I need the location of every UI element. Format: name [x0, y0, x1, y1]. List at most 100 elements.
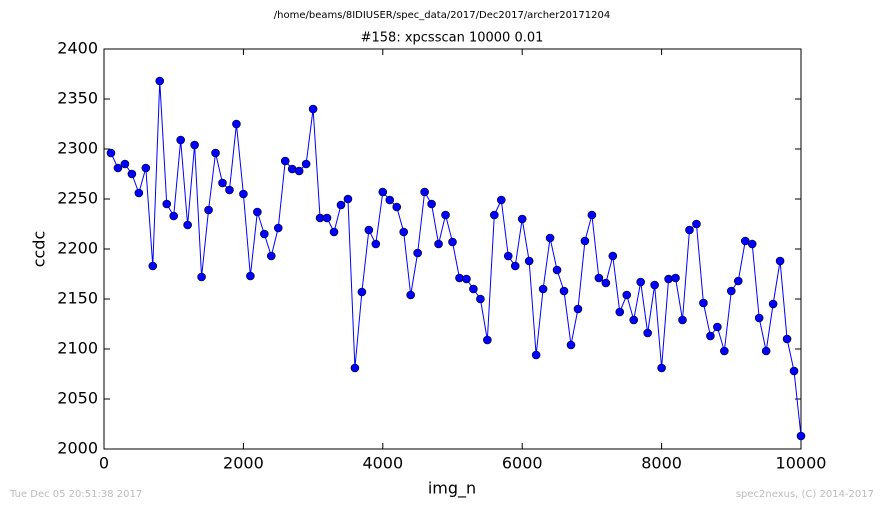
point — [448, 237, 457, 247]
x-axis-label: img_n — [428, 479, 476, 499]
point — [364, 225, 374, 235]
point — [434, 239, 443, 249]
y-tick-label: 2150 — [57, 289, 98, 308]
point — [399, 227, 409, 237]
y-tick-label: 2200 — [57, 239, 98, 258]
point — [796, 431, 806, 441]
point — [559, 286, 569, 296]
point — [141, 163, 151, 173]
point — [301, 159, 311, 169]
point — [775, 256, 785, 266]
point — [308, 104, 318, 114]
y-tick-label: 2400 — [57, 39, 98, 58]
point — [134, 188, 144, 198]
point — [726, 286, 736, 296]
point — [657, 363, 666, 373]
y-tick-label: 2300 — [57, 139, 98, 158]
point — [204, 205, 213, 215]
point — [350, 363, 360, 373]
point — [608, 251, 618, 261]
point — [232, 119, 241, 129]
footer-right: spec2nexus, (C) 2014-2017 — [736, 489, 874, 500]
point — [420, 187, 429, 197]
point — [413, 248, 422, 258]
y-tick-label: 2100 — [57, 339, 98, 358]
point — [685, 225, 694, 235]
point — [706, 331, 715, 341]
plot-frame — [103, 48, 802, 450]
point — [427, 199, 436, 209]
point — [113, 163, 123, 173]
point — [782, 334, 792, 344]
point — [273, 223, 283, 233]
point — [629, 315, 639, 325]
suptitle: /home/beams/8IDIUSER/spec_data/2017/Dec2… — [274, 10, 610, 21]
point — [127, 169, 137, 179]
point — [246, 271, 255, 281]
point — [253, 207, 262, 217]
point — [671, 273, 680, 283]
point — [643, 328, 652, 338]
point — [371, 239, 381, 249]
point — [573, 304, 583, 314]
point — [552, 265, 562, 275]
point — [329, 227, 339, 237]
point — [120, 159, 130, 169]
point — [699, 298, 708, 308]
point — [155, 76, 165, 86]
point — [587, 210, 597, 220]
y-tick-label: 2350 — [57, 89, 98, 108]
point — [385, 195, 395, 205]
point — [483, 335, 492, 345]
chart-title: #158: xpcsscan 10000 0.01 — [361, 31, 544, 46]
point — [594, 273, 604, 283]
point — [580, 236, 590, 246]
point — [260, 229, 269, 239]
point — [322, 213, 332, 223]
series-line — [110, 80, 802, 437]
point — [162, 199, 172, 209]
point — [169, 211, 178, 221]
y-tick-label: 2050 — [57, 389, 98, 408]
point — [462, 274, 471, 284]
y-tick-label: 2250 — [57, 189, 98, 208]
x-tick-label: 2000 — [223, 454, 264, 473]
point — [601, 278, 611, 288]
point — [148, 261, 158, 271]
point — [496, 195, 506, 205]
point — [190, 140, 199, 150]
point — [225, 185, 234, 195]
point — [678, 315, 687, 325]
point — [406, 290, 415, 300]
point — [357, 287, 367, 297]
y-tick-label: 2000 — [57, 439, 98, 458]
point — [768, 299, 778, 309]
point — [692, 219, 701, 229]
y-axis-label: ccdc — [30, 231, 49, 268]
point — [294, 166, 304, 176]
x-tick-label: 10000 — [776, 454, 827, 473]
point — [545, 233, 555, 243]
point — [622, 290, 632, 300]
x-tick-label: 0 — [99, 454, 109, 473]
point — [538, 284, 548, 294]
point — [713, 322, 722, 332]
point — [392, 202, 402, 212]
point — [615, 307, 625, 317]
point — [510, 261, 520, 271]
point — [218, 178, 227, 188]
point — [566, 340, 576, 350]
point — [211, 148, 220, 158]
point — [531, 350, 541, 360]
point — [650, 280, 659, 290]
point — [524, 256, 534, 266]
point — [176, 135, 185, 145]
point — [761, 346, 771, 356]
x-tick-label: 6000 — [502, 454, 543, 473]
point — [266, 251, 276, 261]
point — [754, 313, 764, 323]
point — [503, 251, 513, 261]
point — [747, 239, 757, 249]
point — [106, 148, 116, 158]
x-tick-label: 8000 — [641, 454, 682, 473]
